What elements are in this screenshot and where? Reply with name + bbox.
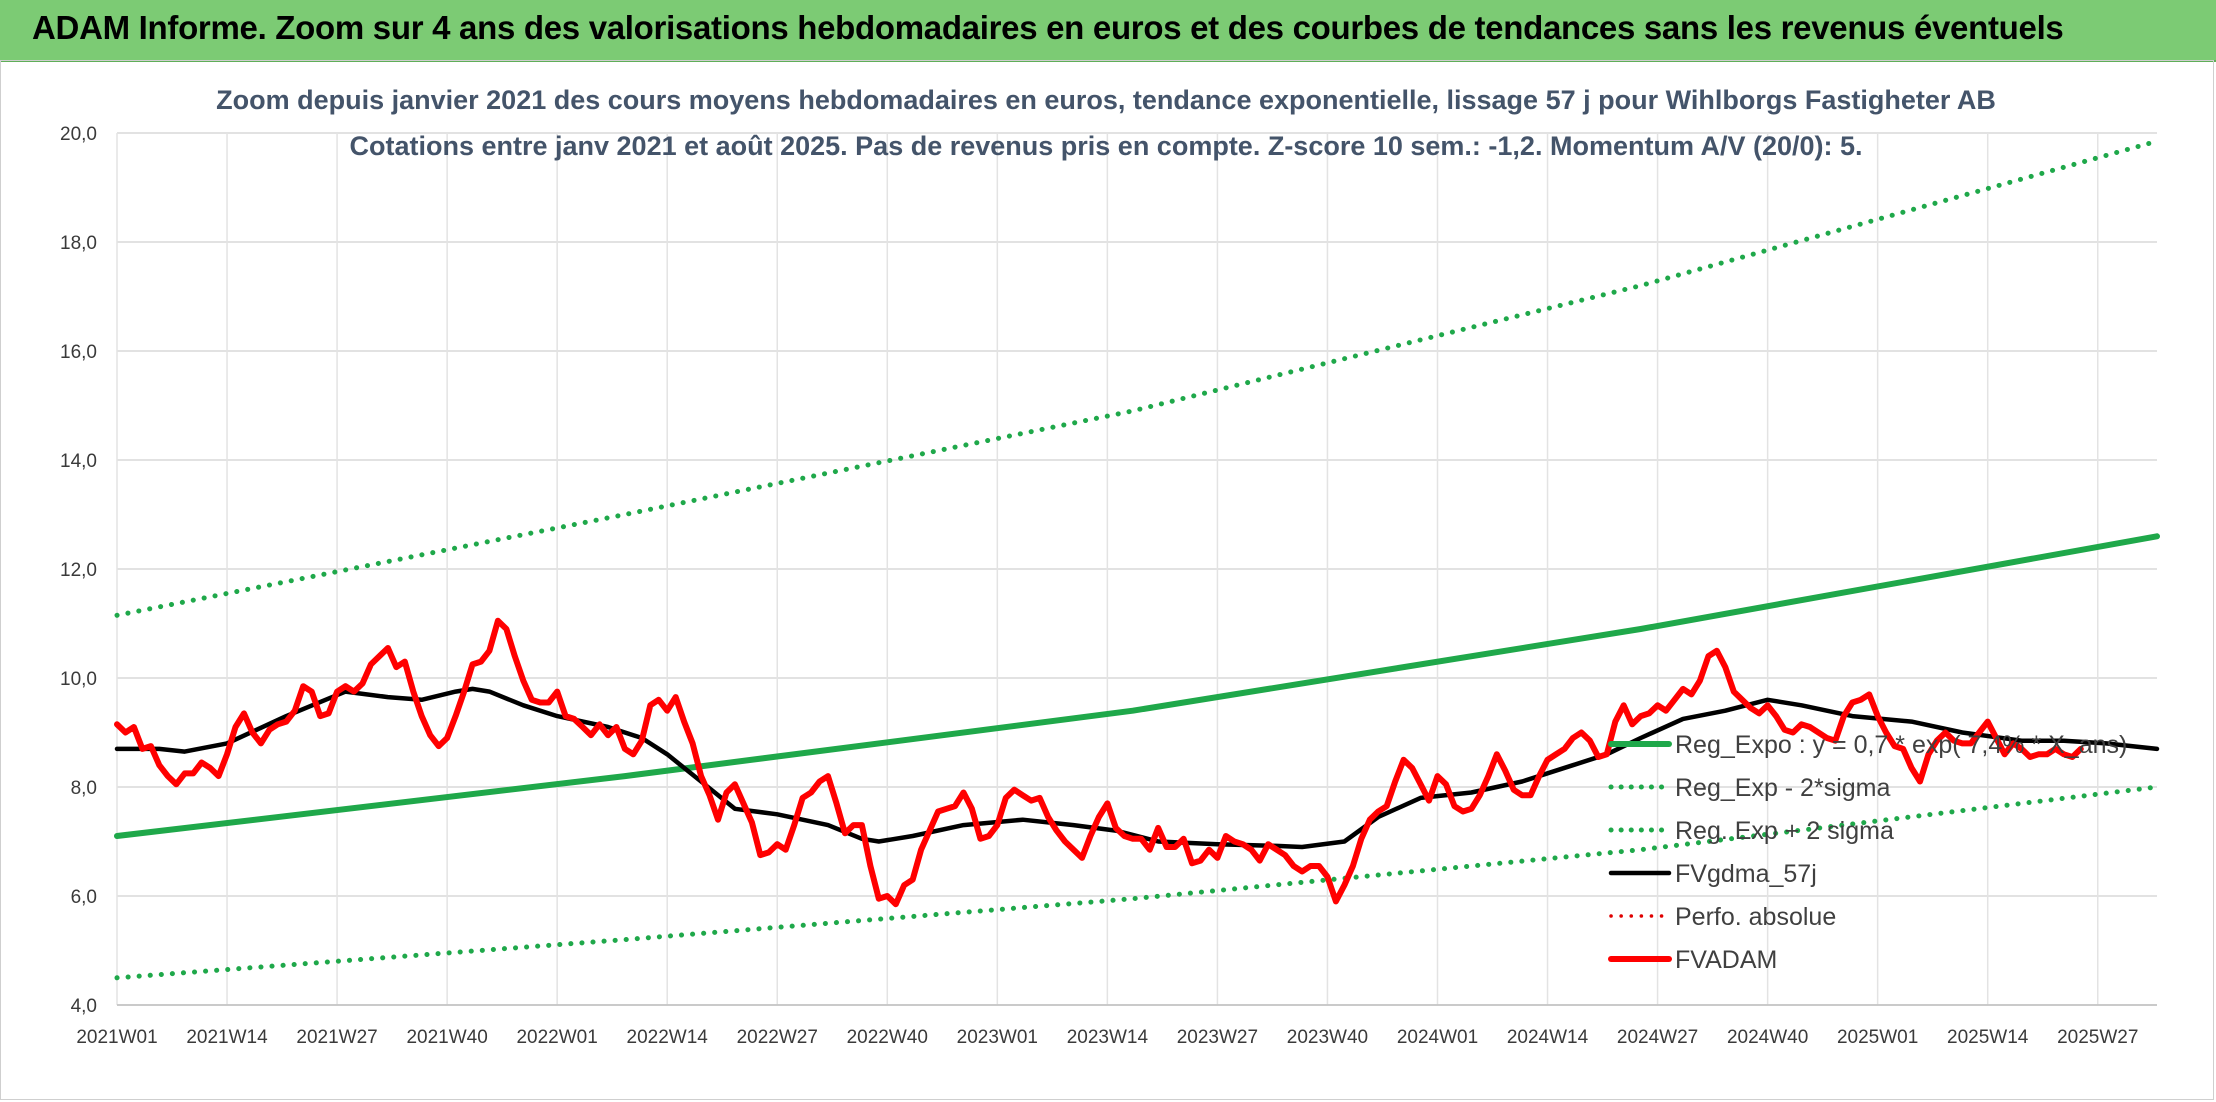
chart-subtitle: Cotations entre janv 2021 et août 2025. … [349, 131, 1862, 161]
banner-title: ADAM Informe. Zoom sur 4 ans des valoris… [32, 9, 2064, 46]
series-line-price-5 [114, 617, 2084, 908]
y-tick-label: 20,0 [60, 124, 97, 145]
x-tick-label: 2021W01 [76, 1027, 157, 1048]
legend-label: Reg_Exp - 2*sigma [1675, 774, 1890, 802]
line-chart: 4,0 6,0 8,0 10,0 12,0 14,0 16,0 18,0 20,0 2021W0… [60, 85, 2160, 1048]
x-axis: 2021W01 2021W14 2021W27 2021W40 2022W01 2022W… [76, 1004, 2157, 1048]
y-tick-label: 6,0 [71, 887, 97, 908]
y-tick-label: 10,0 [60, 669, 97, 690]
legend-label: Reg. Exp + 2 sigma [1675, 817, 1894, 845]
legend: Reg_Expo : y = 0,7 * exp( 7,4% * X_ans) R… [1608, 731, 2127, 974]
x-tick-label: 2023W27 [1177, 1027, 1258, 1048]
legend-label: FVgdma_57j [1675, 860, 1817, 888]
chart-title: Zoom depuis janvier 2021 des cours moyen… [216, 85, 1996, 115]
x-tick-label: 2022W40 [847, 1027, 928, 1048]
x-tick-label: 2025W14 [1947, 1027, 2029, 1048]
y-tick-label: 16,0 [60, 342, 97, 363]
series-line-trend-0 [114, 533, 2160, 839]
x-tick-label: 2023W01 [957, 1027, 1038, 1048]
report-banner: ADAM Informe. Zoom sur 4 ans des valoris… [0, 0, 2216, 62]
legend-label: FVADAM [1675, 946, 1777, 974]
x-tick-label: 2021W27 [296, 1027, 377, 1048]
legend-label: Perfo. absolue [1675, 903, 1836, 931]
y-tick-label: 14,0 [60, 451, 97, 472]
x-tick-label: 2024W27 [1617, 1027, 1698, 1048]
y-axis: 4,0 6,0 8,0 10,0 12,0 14,0 16,0 18,0 20,0 [60, 124, 97, 1017]
y-tick-label: 4,0 [71, 996, 97, 1017]
x-tick-label: 2022W27 [737, 1027, 818, 1048]
y-tick-label: 18,0 [60, 233, 97, 254]
x-tick-label: 2021W14 [186, 1027, 268, 1048]
y-tick-label: 8,0 [71, 778, 97, 799]
x-tick-label: 2023W40 [1287, 1027, 1368, 1048]
legend-label: Reg_Expo : y = 0,7 * exp( 7,4% * X_ans) [1675, 731, 2127, 759]
x-tick-label: 2022W01 [516, 1027, 597, 1048]
grid-lines [116, 132, 2157, 1006]
x-tick-label: 2021W40 [406, 1027, 487, 1048]
x-tick-label: 2025W01 [1837, 1027, 1918, 1048]
x-tick-label: 2022W14 [627, 1027, 709, 1048]
series-layer [114, 138, 2160, 981]
x-tick-label: 2024W01 [1397, 1027, 1478, 1048]
x-tick-label: 2024W14 [1507, 1027, 1589, 1048]
x-tick-label: 2024W40 [1727, 1027, 1808, 1048]
series-line-band-1 [114, 784, 2160, 981]
x-tick-label: 2025W27 [2057, 1027, 2138, 1048]
chart-frame: 4,0 6,0 8,0 10,0 12,0 14,0 16,0 18,0 20,0 2021W0… [0, 60, 2214, 1100]
series-line-band-2 [114, 138, 2160, 618]
y-tick-label: 12,0 [60, 560, 97, 581]
x-tick-label: 2023W14 [1067, 1027, 1149, 1048]
